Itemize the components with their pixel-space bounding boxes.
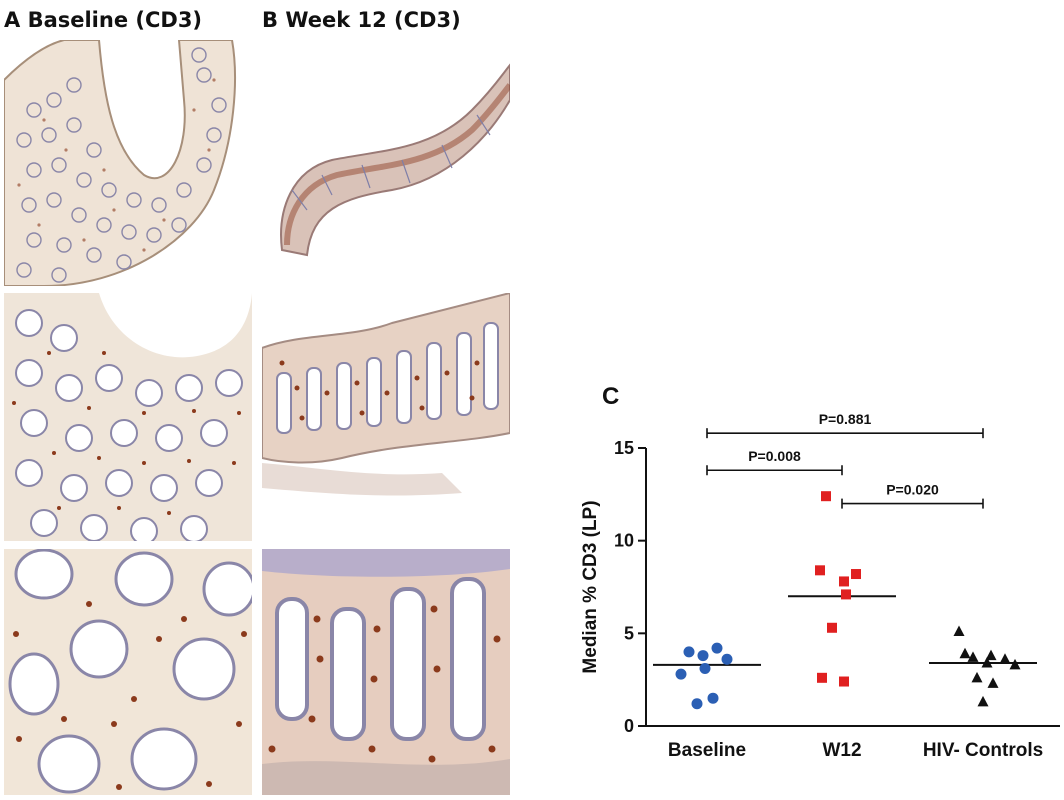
w12-data-point bbox=[821, 491, 831, 502]
y-tick-label: 5 bbox=[624, 623, 634, 643]
micrograph-baseline-high-mag bbox=[4, 549, 252, 795]
control-data-point bbox=[977, 695, 989, 707]
baseline-data-point bbox=[697, 650, 709, 662]
micrograph-baseline-mid-mag bbox=[4, 293, 252, 541]
control-data-point bbox=[959, 647, 971, 659]
baseline-data-point bbox=[711, 642, 723, 654]
control-data-point bbox=[981, 656, 993, 668]
scatter-chart: C 0 5 10 15 Median % CD3 (LP) Baseline W12 HIV-… bbox=[580, 383, 1060, 761]
w12-data-point bbox=[815, 565, 825, 576]
control-data-point bbox=[1009, 658, 1021, 670]
baseline-data-point bbox=[707, 692, 719, 704]
control-data-point bbox=[971, 671, 983, 683]
panel-a-heading: A Baseline (CD3) bbox=[4, 8, 203, 32]
w12-data-point bbox=[851, 569, 861, 580]
panel-b-heading: B Week 12 (CD3) bbox=[262, 8, 461, 32]
y-tick-label: 10 bbox=[614, 531, 634, 551]
baseline-data-point bbox=[675, 668, 687, 680]
p-value-label: P=0.008 bbox=[748, 448, 801, 464]
control-data-point bbox=[985, 649, 997, 661]
control-data-point bbox=[953, 625, 965, 636]
p-value-label: P=0.881 bbox=[819, 411, 872, 427]
x-category-label: W12 bbox=[822, 740, 861, 761]
micrograph-week12-low-mag bbox=[262, 40, 510, 286]
x-category-label: Baseline bbox=[668, 740, 746, 761]
w12-data-point bbox=[817, 672, 827, 683]
micrograph-week12-high-mag bbox=[262, 549, 510, 795]
micrograph-baseline-low-mag bbox=[4, 40, 252, 286]
control-data-point bbox=[987, 677, 999, 688]
baseline-data-point bbox=[683, 646, 695, 658]
control-data-point bbox=[967, 651, 979, 662]
w12-data-point bbox=[839, 576, 849, 587]
control-data-point bbox=[999, 653, 1011, 664]
panel-c-label: C bbox=[602, 383, 619, 410]
x-category-label: HIV- Controls bbox=[923, 740, 1043, 761]
baseline-data-point bbox=[721, 653, 733, 665]
w12-data-point bbox=[841, 589, 851, 600]
baseline-data-point bbox=[691, 698, 703, 710]
micrograph-week12-mid-mag bbox=[262, 293, 510, 499]
baseline-data-point bbox=[699, 663, 711, 675]
w12-data-point bbox=[839, 676, 849, 687]
p-value-label: P=0.020 bbox=[886, 482, 939, 498]
y-tick-label: 15 bbox=[614, 438, 634, 458]
y-tick-label: 0 bbox=[624, 716, 634, 736]
y-axis-title: Median % CD3 (LP) bbox=[580, 500, 601, 673]
w12-data-point bbox=[827, 622, 837, 633]
